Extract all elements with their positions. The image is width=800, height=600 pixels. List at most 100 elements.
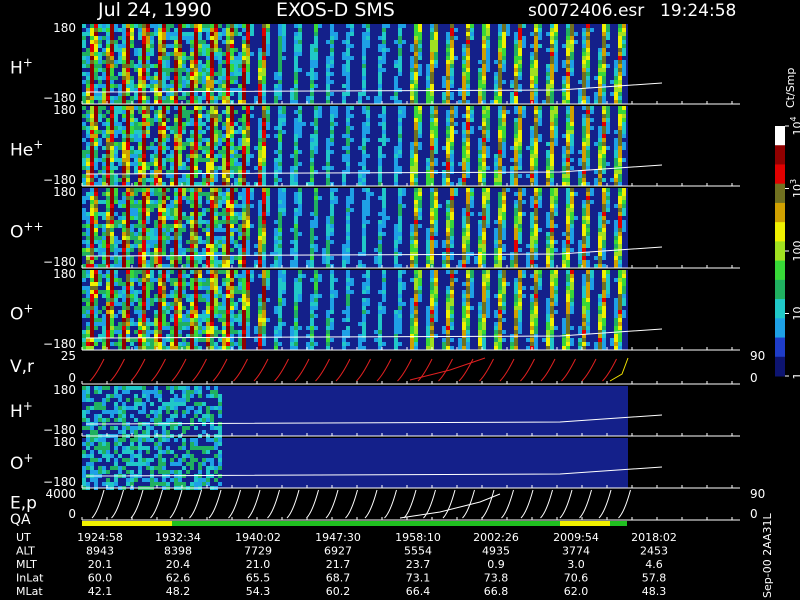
flux-cell — [102, 174, 106, 178]
flux-cell — [566, 252, 570, 256]
flux-cell — [258, 64, 262, 68]
flux-cell — [462, 122, 466, 126]
flux-cell — [226, 126, 230, 130]
flux-cell — [434, 232, 438, 236]
flux-cell — [126, 122, 130, 126]
flux-cell — [270, 264, 274, 268]
flux-cell — [482, 260, 486, 264]
flux-cell — [174, 76, 178, 80]
flux-cell — [390, 96, 394, 100]
flux-cell — [358, 174, 362, 178]
flux-cell — [586, 142, 590, 146]
flux-cell — [298, 192, 302, 196]
flux-cell — [446, 260, 450, 264]
flux-cell — [358, 260, 362, 264]
flux-cell — [126, 130, 130, 134]
flux-cell — [230, 188, 234, 192]
flux-cell — [274, 244, 278, 248]
flux-cell — [210, 170, 214, 174]
flux-cell — [126, 264, 130, 268]
flux-cell — [290, 228, 294, 232]
flux-cell — [142, 212, 146, 216]
flux-cell — [186, 200, 190, 204]
flux-cell — [262, 224, 266, 228]
flux-cell — [146, 100, 150, 104]
flux-cell — [246, 196, 250, 200]
flux-cell — [586, 200, 590, 204]
flux-cell — [446, 32, 450, 36]
flux-cell — [206, 68, 210, 72]
flux-cell — [150, 146, 154, 150]
flux-cell — [450, 158, 454, 162]
flux-cell — [582, 122, 586, 126]
flux-cell — [550, 256, 554, 260]
flux-cell — [546, 174, 550, 178]
flux-cell — [450, 40, 454, 44]
flux-cell — [446, 178, 450, 182]
flux-cell — [554, 114, 558, 118]
flux-cell — [226, 138, 230, 142]
flux-cell — [598, 228, 602, 232]
flux-cell — [290, 166, 294, 170]
flux-cell — [90, 150, 94, 154]
flux-cell — [310, 44, 314, 48]
flux-cell — [482, 196, 486, 200]
flux-cell — [106, 240, 110, 244]
flux-cell — [198, 32, 202, 36]
flux-cell — [498, 244, 502, 248]
flux-cell — [250, 114, 254, 118]
flux-cell — [226, 60, 230, 64]
flux-cell — [446, 154, 450, 158]
flux-cell — [414, 240, 418, 244]
flux-cell — [410, 178, 414, 182]
flux-cell — [358, 182, 362, 186]
flux-cell — [430, 228, 434, 232]
flux-cell — [214, 72, 218, 76]
flux-cell — [594, 182, 598, 186]
flux-cell — [258, 96, 262, 100]
flux-cell — [106, 166, 110, 170]
flux-cell — [138, 72, 142, 76]
flux-cell — [94, 294, 98, 298]
flux-cell — [466, 92, 470, 96]
flux-cell — [394, 228, 398, 232]
flux-cell — [242, 106, 246, 110]
flux-cell — [514, 138, 518, 142]
flux-cell — [502, 142, 506, 146]
flux-cell — [514, 52, 518, 56]
flux-cell — [102, 52, 106, 56]
flux-cell — [478, 174, 482, 178]
flux-cell — [498, 100, 502, 104]
flux-cell — [98, 36, 102, 40]
flux-cell — [230, 32, 234, 36]
flux-cell — [202, 264, 206, 268]
flux-cell — [162, 80, 166, 84]
flux-cell — [362, 174, 366, 178]
flux-cell — [582, 228, 586, 232]
flux-cell — [110, 28, 114, 32]
flux-cell — [250, 106, 254, 110]
flux-cell — [530, 240, 534, 244]
flux-cell — [326, 260, 330, 264]
flux-cell — [226, 96, 230, 100]
flux-cell — [138, 240, 142, 244]
flux-cell — [246, 220, 250, 224]
flux-cell — [414, 146, 418, 150]
flux-cell — [602, 122, 606, 126]
flux-cell — [506, 24, 510, 28]
flux-cell — [494, 92, 498, 96]
flux-cell — [618, 122, 622, 126]
flux-cell — [502, 40, 506, 44]
flux-cell — [586, 28, 590, 32]
flux-cell — [130, 228, 134, 232]
flux-cell — [414, 178, 418, 182]
flux-cell — [178, 150, 182, 154]
flux-cell — [378, 196, 382, 200]
flux-cell — [146, 200, 150, 204]
flux-cell — [178, 32, 182, 36]
flux-cell — [118, 146, 122, 150]
flux-cell — [110, 170, 114, 174]
flux-cell — [582, 182, 586, 186]
flux-cell — [534, 32, 538, 36]
flux-cell — [622, 158, 626, 162]
